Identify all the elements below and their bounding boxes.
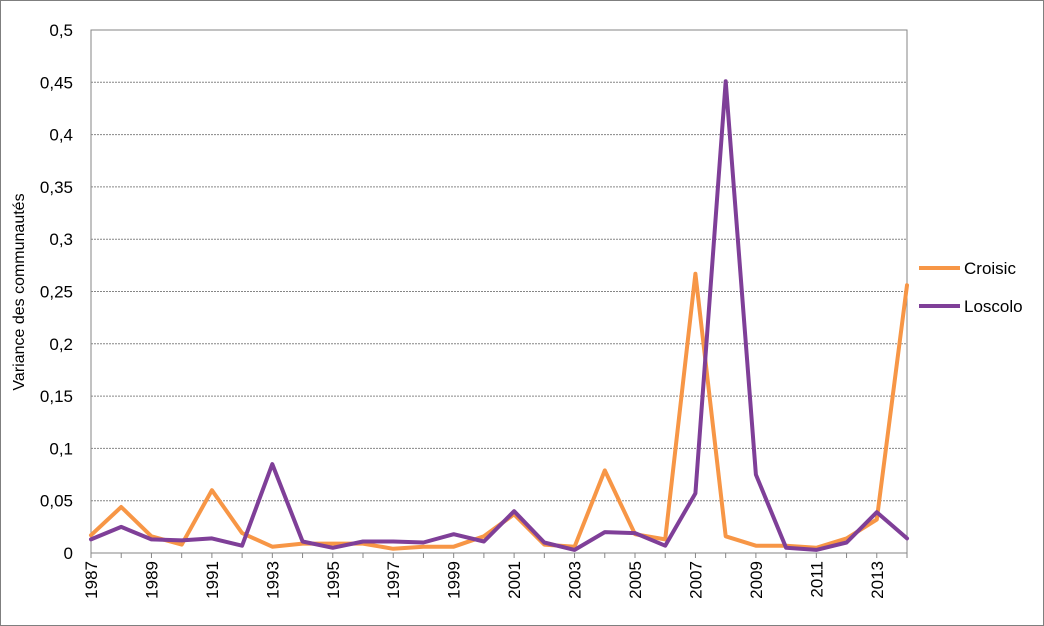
y-axis-tick-labels: 0 0,05 0,1 0,15 0,2 0,25 0,3 0,35 0,4 0,45 0,5	[40, 21, 73, 563]
gridlines	[91, 81, 907, 502]
x-tick-label: 2003	[566, 561, 585, 599]
y-tick-label: 0,05	[40, 492, 73, 511]
x-axis-tick-labels: 1987 1989 1991 1993 1995 1997 1999 2001 2003 2005…	[82, 553, 908, 599]
x-tick-label: 2009	[747, 561, 766, 599]
y-axis-title: Variance des communautés	[11, 193, 28, 390]
x-tick-label: 1991	[203, 561, 222, 599]
series-lines	[89, 79, 909, 552]
y-tick-label: 0,3	[49, 230, 73, 249]
x-tick-label: 2001	[505, 561, 524, 599]
legend-label-croisic: Croisic	[964, 259, 1016, 278]
x-tick-label: 2007	[686, 561, 705, 599]
x-tick-label: 2013	[868, 561, 887, 599]
x-tick-label: 1987	[82, 561, 101, 599]
y-tick-label: 0,25	[40, 283, 73, 302]
y-tick-label: 0,2	[49, 335, 73, 354]
y-tick-label: 0,45	[40, 73, 73, 92]
x-tick-label: 1993	[263, 561, 282, 599]
x-tick-label: 2005	[626, 561, 645, 599]
y-tick-label: 0,4	[49, 126, 73, 145]
x-tick-label: 1995	[324, 561, 343, 599]
x-tick-label: 1989	[142, 561, 161, 599]
x-tick-label: 2011	[807, 561, 826, 598]
x-tick-label: 1997	[384, 561, 403, 599]
legend: Croisic Loscolo	[919, 259, 1023, 316]
y-tick-label: 0,35	[40, 178, 73, 197]
legend-label-loscolo: Loscolo	[964, 297, 1023, 316]
series-line-loscolo	[89, 79, 909, 552]
y-tick-label: 0,1	[49, 439, 73, 458]
x-tick-label: 1999	[445, 561, 464, 599]
y-tick-label: 0,15	[40, 387, 73, 406]
y-tick-label: 0,5	[49, 21, 73, 40]
y-tick-label: 0	[64, 544, 73, 563]
